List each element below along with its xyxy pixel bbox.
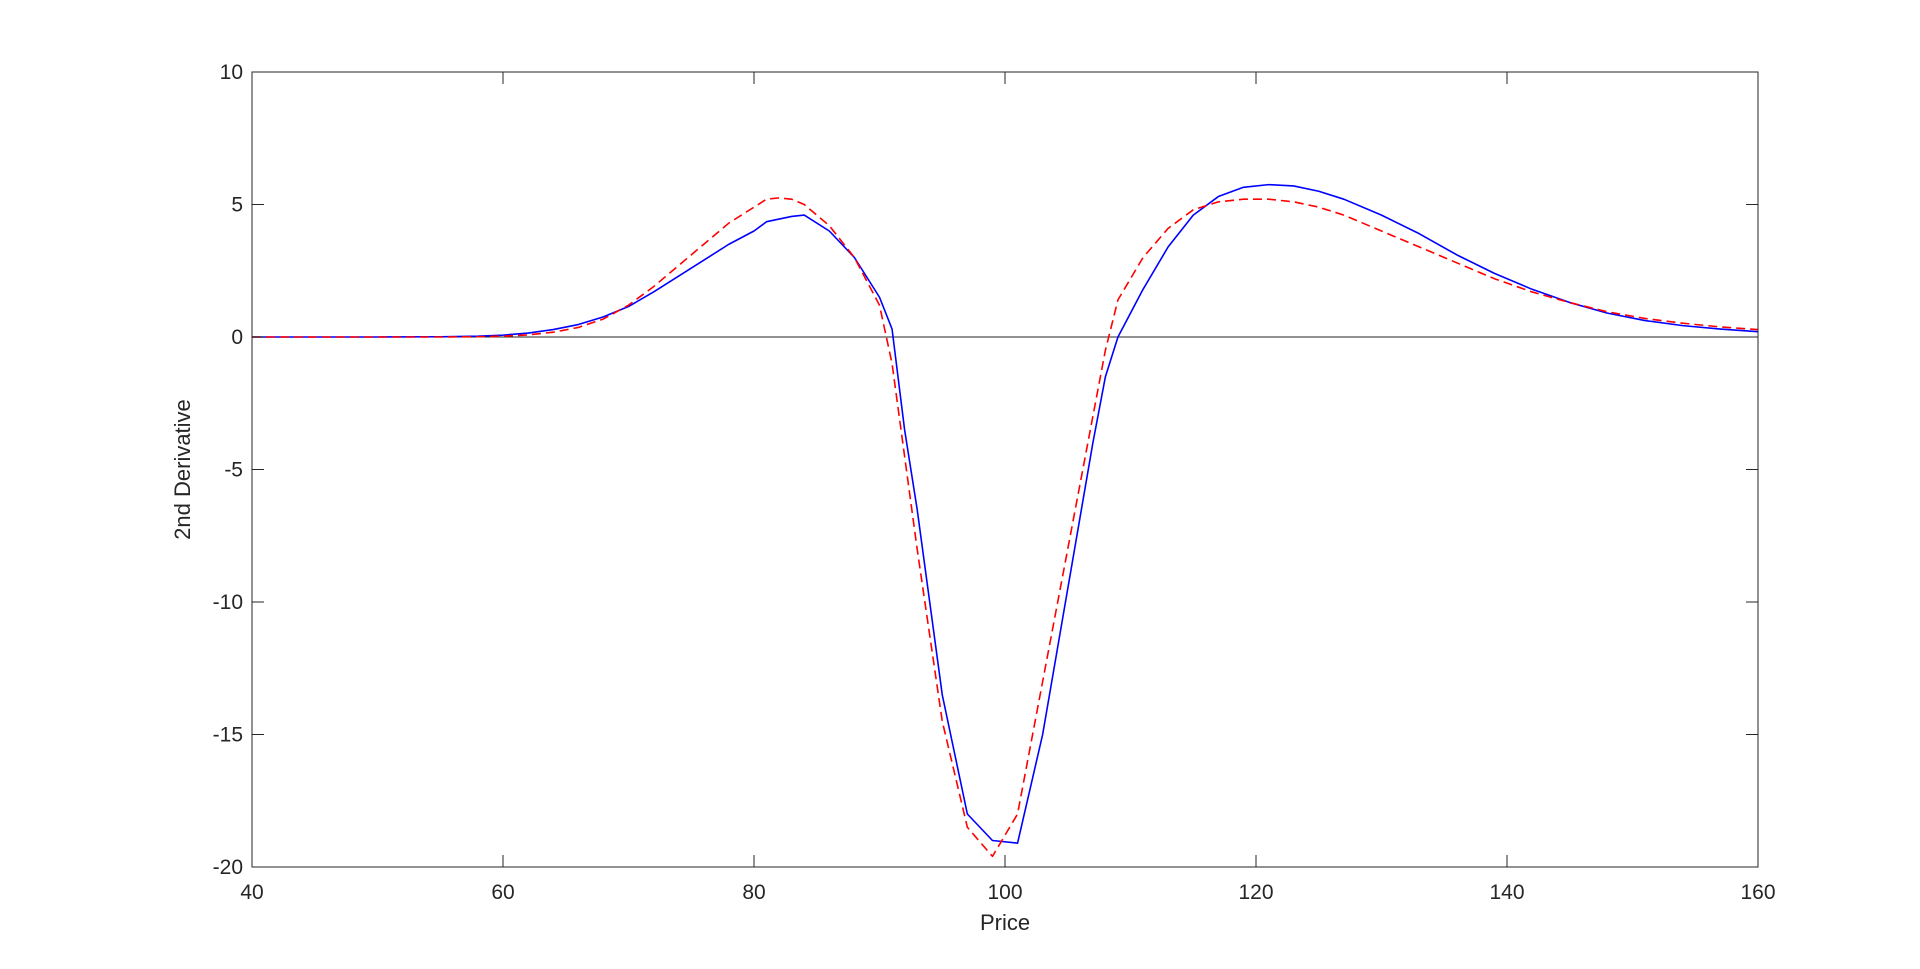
y-tick-label: -5 [224, 459, 243, 482]
tick-layer: 40 60 80 100 120 140 160 -20 -15 -10 -5 0 5 10 [213, 61, 1776, 904]
series-line-2-dashed [252, 197, 1759, 858]
y-axis-label: 2nd Derivative [170, 399, 195, 540]
y-tick-label: -10 [213, 591, 243, 614]
plot-area [252, 72, 1758, 867]
series-line-1-solid [252, 183, 1759, 844]
y-tick-label: 10 [220, 61, 243, 84]
x-tick-label: 160 [1740, 881, 1775, 904]
y-tick-label: 5 [231, 194, 243, 217]
y-tick-label: -20 [213, 856, 243, 879]
x-tick-label: 140 [1489, 881, 1524, 904]
x-tick-label: 40 [240, 881, 263, 904]
x-tick-label: 100 [987, 881, 1022, 904]
series-layer [252, 183, 1759, 858]
x-tick-label: 120 [1238, 881, 1273, 904]
x-tick-label: 60 [491, 881, 514, 904]
x-axis-label: Price [980, 910, 1030, 935]
y-tick-label: 0 [231, 326, 243, 349]
x-tick-label: 80 [742, 881, 765, 904]
y-tick-label: -15 [213, 724, 243, 747]
plot-background [252, 72, 1758, 867]
